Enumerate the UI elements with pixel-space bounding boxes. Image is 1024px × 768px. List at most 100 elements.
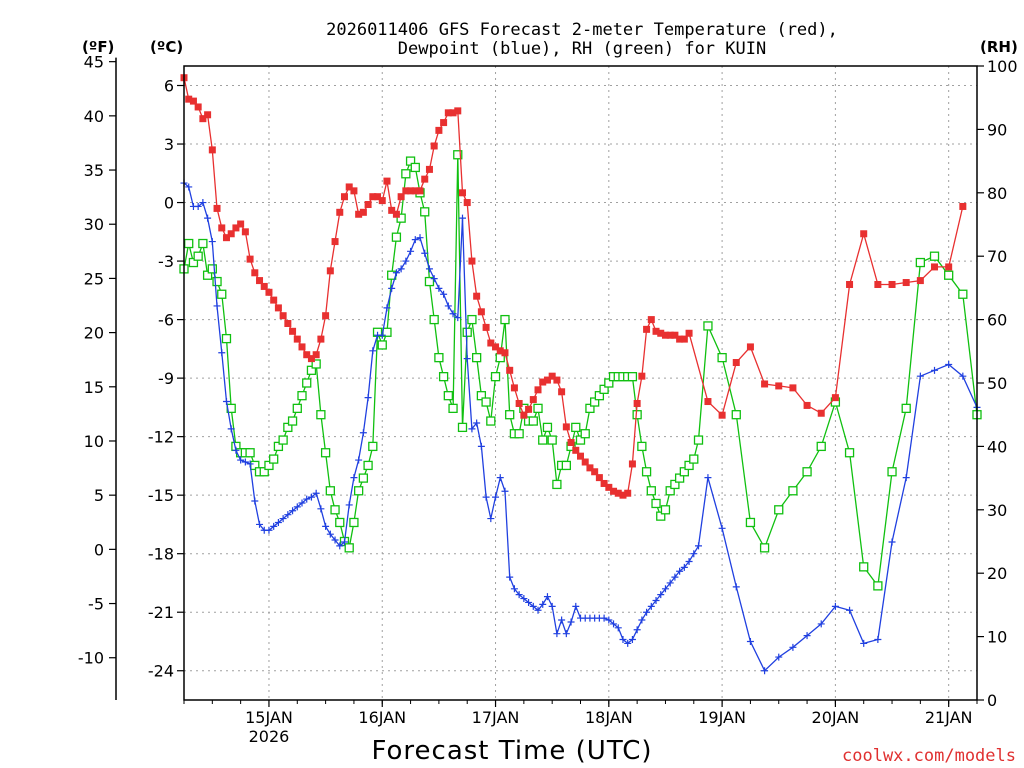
rh-point	[202, 270, 213, 280]
rh-point	[585, 403, 595, 414]
dewpoint-point	[298, 499, 306, 507]
dewpoint-point	[355, 456, 363, 464]
dewpoint-point	[520, 595, 528, 603]
dewpoint-point	[543, 593, 551, 601]
temperature-point	[274, 304, 282, 312]
temperature-point	[237, 220, 245, 228]
dewpoint-point	[411, 236, 419, 244]
temperature-point	[581, 458, 589, 466]
rh-point	[528, 416, 538, 426]
rh-point	[703, 321, 713, 331]
rh-point	[684, 460, 694, 471]
rh-point	[944, 270, 954, 280]
dewpoint-point	[558, 616, 566, 624]
temperature-point	[411, 187, 419, 195]
rh-point	[405, 156, 416, 166]
temperature-point	[680, 335, 688, 343]
temperature-point	[463, 199, 471, 207]
dewpoint-point	[916, 372, 924, 380]
dewpoint-point	[477, 442, 485, 450]
y-axes: 630-3-6-9-12-15-18-21-241009080706050403…	[148, 57, 1018, 710]
rh-point	[627, 372, 638, 382]
temperature-point	[902, 279, 910, 287]
dewpoint-point	[312, 489, 320, 497]
rh-series	[179, 150, 982, 591]
celsius-tick-label: -3	[158, 252, 174, 271]
unit-label-fahrenheit: (ºF)	[82, 38, 114, 56]
dewpoint-point	[416, 234, 424, 242]
dewpoint-point	[704, 474, 712, 482]
temperature-point	[208, 146, 216, 154]
temperature-point	[638, 372, 646, 380]
dewpoint-point	[761, 667, 769, 675]
temperature-point	[789, 384, 797, 392]
year-label: 2026	[249, 727, 290, 746]
fahrenheit-tick-label: 30	[84, 215, 104, 234]
dewpoint-point	[746, 637, 754, 645]
rh-point	[594, 391, 605, 401]
rh-point	[457, 422, 468, 433]
fahrenheit-tick-label: 5	[94, 486, 104, 505]
temperature-point	[553, 376, 561, 384]
temperature-point	[364, 201, 372, 209]
temperature-point	[718, 411, 726, 419]
temperature-series	[180, 74, 967, 499]
temperature-point	[591, 468, 599, 476]
temperature-point	[619, 491, 627, 499]
rh-point	[533, 403, 543, 414]
rh-point	[320, 448, 331, 458]
dewpoint-point	[204, 214, 212, 222]
rh-point	[490, 372, 501, 382]
rh-point	[335, 517, 345, 528]
temperature-point	[515, 399, 523, 407]
temperature-point	[355, 210, 363, 218]
dewpoint-point	[529, 602, 537, 610]
fahrenheit-tick-label: 15	[84, 378, 104, 397]
temperature-point	[322, 312, 330, 320]
rh-tick-label: 70	[987, 247, 1007, 266]
dewpoint-point	[628, 636, 636, 644]
temperature-point	[284, 320, 292, 328]
temperature-point	[317, 335, 325, 343]
temperature-point	[388, 206, 396, 214]
dewpoint-point	[392, 269, 400, 277]
temperature-point	[647, 316, 655, 324]
dewpoint-point	[539, 600, 547, 608]
temperature-point	[289, 327, 297, 335]
temperature-point	[378, 197, 386, 205]
temperature-point	[359, 208, 367, 216]
temperature-point	[256, 277, 264, 285]
rh-point	[689, 454, 699, 464]
temperature-point	[270, 296, 278, 304]
temperature-point	[614, 489, 622, 497]
date-tick-label: 17JAN	[472, 708, 520, 727]
rh-point	[363, 460, 373, 471]
dewpoint-point	[388, 284, 396, 292]
dewpoint-point	[666, 579, 674, 587]
temperature-point	[496, 347, 504, 355]
rh-point	[547, 435, 557, 445]
rh-point	[358, 473, 369, 483]
dewpoint-point	[284, 511, 292, 519]
temperature-point	[520, 411, 528, 419]
temperature-point	[562, 423, 570, 431]
rh-point	[221, 333, 232, 344]
temperature-point	[345, 183, 353, 191]
rh-point	[353, 486, 364, 496]
temperature-point	[685, 329, 693, 337]
dewpoint-point	[293, 503, 301, 511]
rh-point	[438, 372, 449, 382]
dewpoint-point	[860, 639, 868, 647]
rh-point	[552, 479, 562, 490]
temperature-point	[643, 325, 651, 333]
temperature-point	[383, 177, 391, 185]
dewpoint-point	[501, 487, 509, 495]
dewpoint-point	[331, 536, 339, 544]
dewpoint-point	[383, 304, 391, 312]
dewpoint-point	[945, 360, 953, 368]
fahrenheit-tick-label: 40	[84, 107, 104, 126]
temperature-point	[931, 263, 939, 271]
rh-point	[316, 410, 326, 420]
temperature-point	[397, 193, 405, 201]
temperature-point	[473, 292, 481, 300]
